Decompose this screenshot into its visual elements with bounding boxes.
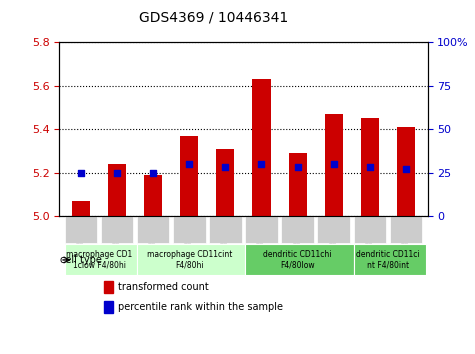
FancyBboxPatch shape bbox=[65, 216, 97, 243]
Point bbox=[294, 165, 301, 170]
Point bbox=[402, 166, 409, 172]
Bar bbox=[72, 201, 90, 216]
FancyBboxPatch shape bbox=[353, 216, 386, 243]
Point bbox=[222, 165, 229, 170]
FancyBboxPatch shape bbox=[317, 216, 350, 243]
Point bbox=[77, 170, 85, 176]
Bar bbox=[397, 127, 415, 216]
Point bbox=[330, 161, 337, 167]
Point bbox=[150, 170, 157, 176]
Bar bbox=[217, 149, 235, 216]
Text: GDS4369 / 10446341: GDS4369 / 10446341 bbox=[139, 11, 288, 25]
FancyBboxPatch shape bbox=[245, 245, 353, 275]
Bar bbox=[361, 118, 379, 216]
Bar bbox=[288, 153, 306, 216]
Bar bbox=[104, 281, 113, 293]
Bar bbox=[324, 114, 342, 216]
Point bbox=[366, 165, 373, 170]
Text: macrophage CD11cint
F4/80hi: macrophage CD11cint F4/80hi bbox=[147, 250, 232, 270]
Point bbox=[186, 161, 193, 167]
FancyBboxPatch shape bbox=[101, 216, 133, 243]
Text: cell type: cell type bbox=[60, 255, 102, 265]
Bar bbox=[144, 175, 162, 216]
FancyBboxPatch shape bbox=[173, 216, 206, 243]
FancyBboxPatch shape bbox=[137, 245, 245, 275]
Text: percentile rank within the sample: percentile rank within the sample bbox=[118, 302, 283, 312]
Point bbox=[114, 170, 121, 176]
FancyBboxPatch shape bbox=[245, 216, 278, 243]
Bar bbox=[252, 79, 270, 216]
Text: dendritic CD11ci
nt F4/80int: dendritic CD11ci nt F4/80int bbox=[356, 250, 419, 270]
Bar bbox=[180, 136, 199, 216]
FancyBboxPatch shape bbox=[137, 216, 170, 243]
Bar bbox=[104, 301, 113, 313]
FancyBboxPatch shape bbox=[390, 216, 422, 243]
Text: dendritic CD11chi
F4/80low: dendritic CD11chi F4/80low bbox=[263, 250, 332, 270]
Text: macrophage CD1
1clow F4/80hi: macrophage CD1 1clow F4/80hi bbox=[66, 250, 132, 270]
FancyBboxPatch shape bbox=[353, 245, 426, 275]
FancyBboxPatch shape bbox=[281, 216, 314, 243]
Point bbox=[257, 161, 265, 167]
FancyBboxPatch shape bbox=[65, 245, 137, 275]
FancyBboxPatch shape bbox=[209, 216, 242, 243]
Text: transformed count: transformed count bbox=[118, 282, 209, 292]
Bar bbox=[108, 164, 126, 216]
